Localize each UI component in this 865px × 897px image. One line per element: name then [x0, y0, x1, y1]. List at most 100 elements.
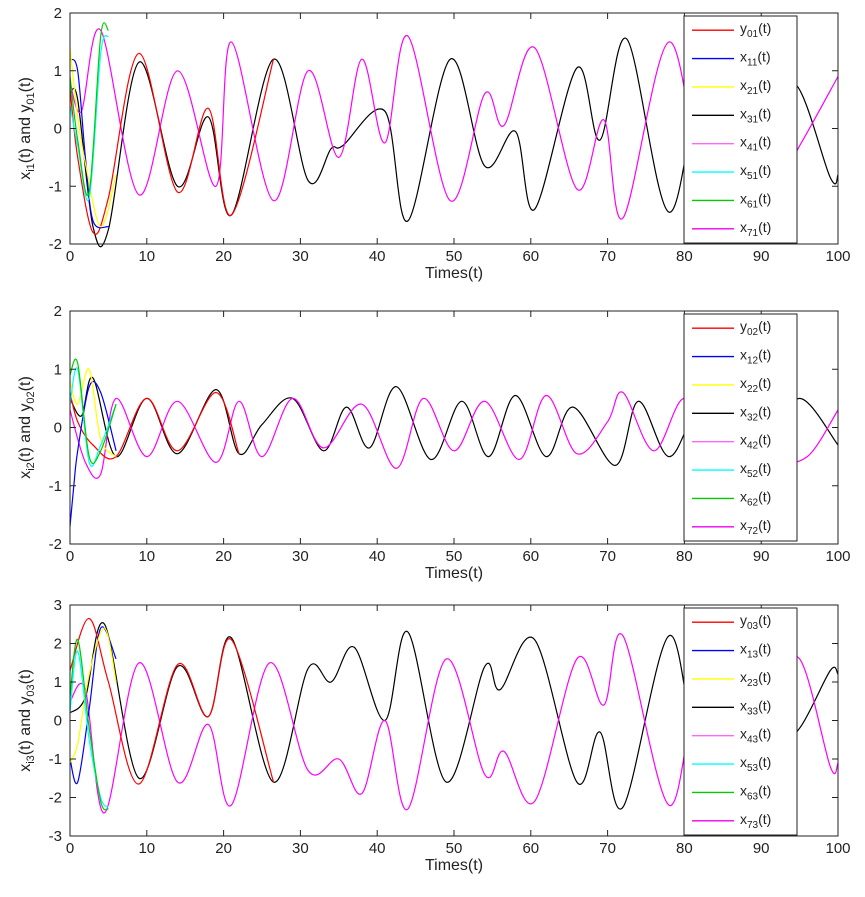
legend-entry: x62(t): [740, 488, 771, 508]
y-tick-label: -2: [49, 236, 62, 253]
x-tick-label: 100: [825, 248, 850, 265]
legend: y03(t) x13(t) x23(t) x33(t) x43(t) x53(t) x63(…: [683, 607, 798, 836]
series-line-7: [69, 638, 109, 811]
y-axis-label: xi3(t) and y03(t): [17, 669, 37, 772]
y-axis-label: xi2(t) and y02(t): [17, 376, 37, 479]
legend-entry: x41(t): [740, 134, 771, 154]
series-line-6: [69, 35, 109, 202]
legend-entry: x21(t): [740, 77, 771, 97]
legend-entry: x33(t): [740, 697, 771, 717]
legend-entry: y02(t): [740, 318, 771, 338]
series-line-5: [69, 368, 117, 458]
series-line-5: [69, 47, 117, 228]
series-line-7: [69, 22, 109, 196]
x-tick-label: 50: [446, 840, 463, 857]
legend-entry: x43(t): [740, 726, 771, 746]
x-tick-label: 60: [522, 248, 539, 265]
y-tick-label: 1: [54, 361, 62, 378]
legend-entry: x31(t): [740, 105, 771, 125]
series-line-4: [69, 380, 117, 527]
x-tick-label: 90: [753, 548, 770, 565]
x-tick-label: 70: [599, 840, 616, 857]
x-axis-label: Times(t): [425, 265, 483, 282]
legend-entry: x13(t): [740, 641, 771, 661]
x-tick-label: 50: [446, 248, 463, 265]
legend: y02(t) x12(t) x22(t) x32(t) x42(t) x52(t) x62(…: [683, 313, 798, 542]
series-line-6: [69, 650, 109, 808]
x-tick-label: 80: [676, 840, 693, 857]
series-line-3: [69, 52, 275, 235]
x-tick-label: 10: [138, 840, 155, 857]
y-tick-label: -1: [49, 178, 62, 195]
series-line-5: [69, 627, 117, 764]
legend-entry: x12(t): [740, 347, 771, 367]
x-tick-label: 30: [292, 248, 309, 265]
legend-entry: x73(t): [740, 811, 771, 831]
legend-entry: y03(t): [740, 612, 771, 632]
y-tick-label: -1: [49, 751, 62, 768]
x-tick-label: 70: [599, 248, 616, 265]
chart-panel-2: 0 10 20 30 40 50 60 70 80 90 100 -2 -1 0 1 2 Times(t) xi2…: [17, 303, 851, 582]
x-tick-label: 50: [446, 548, 463, 565]
y-tick-label: 2: [54, 303, 62, 320]
x-tick-label: 40: [369, 248, 386, 265]
series-line-6: [69, 367, 117, 468]
legend-entry: x23(t): [740, 669, 771, 689]
x-tick-label: 0: [66, 248, 74, 265]
x-tick-label: 80: [676, 548, 693, 565]
legend-entry: y01(t): [740, 20, 771, 40]
x-tick-label: 100: [825, 548, 850, 565]
legend-entry: x71(t): [740, 219, 771, 239]
chart-panel-1: 0 10 20 30 40 50 60 70 80 90 100 -2 -1 0 1 2 Times(t) xi1…: [17, 5, 851, 282]
y-tick-label: -2: [49, 536, 62, 553]
series-line-4: [69, 58, 109, 229]
legend-box: [683, 15, 798, 244]
legend-entry: x22(t): [740, 375, 771, 395]
x-tick-label: 80: [676, 248, 693, 265]
x-tick-label: 40: [369, 548, 386, 565]
y-tick-label: 0: [54, 420, 62, 437]
x-tick-label: 60: [522, 548, 539, 565]
x-tick-label: 60: [522, 840, 539, 857]
legend-entry: x52(t): [740, 460, 771, 480]
x-tick-label: 0: [66, 840, 74, 857]
y-tick-label: 3: [54, 597, 62, 614]
y-tick-label: 0: [54, 121, 62, 138]
legend-box: [683, 313, 798, 542]
x-axis-label: Times(t): [425, 857, 483, 874]
legend-entry: x32(t): [740, 403, 771, 423]
x-tick-label: 70: [599, 548, 616, 565]
x-tick-label: 30: [292, 548, 309, 565]
x-tick-label: 90: [753, 840, 770, 857]
y-tick-label: 0: [54, 713, 62, 730]
x-tick-label: 90: [753, 248, 770, 265]
legend-entry: x51(t): [740, 162, 771, 182]
x-tick-label: 20: [215, 548, 232, 565]
series-line-1: [69, 376, 839, 467]
y-tick-label: 2: [54, 636, 62, 653]
x-tick-label: 40: [369, 840, 386, 857]
legend-entry: x11(t): [740, 49, 771, 69]
legend-entry: x63(t): [740, 782, 771, 802]
x-tick-label: 0: [66, 548, 74, 565]
x-tick-label: 30: [292, 840, 309, 857]
legend: y01(t) x11(t) x21(t) x31(t) x41(t) x51(t) x61(…: [683, 15, 798, 244]
y-tick-label: 1: [54, 674, 62, 691]
y-axis-label: xi1(t) and y01(t): [17, 77, 37, 180]
y-tick-label: -1: [49, 478, 62, 495]
x-axis-label: Times(t): [425, 565, 483, 582]
x-tick-label: 20: [215, 248, 232, 265]
x-tick-label: 100: [825, 840, 850, 857]
chart-panel-3: 0 10 20 30 40 50 60 70 80 90 100 -3 -2 -1 0 1 2 3 Times(t)…: [17, 597, 851, 874]
series-line-3: [69, 391, 240, 460]
legend-entry: x61(t): [740, 190, 771, 210]
x-tick-label: 10: [138, 248, 155, 265]
x-tick-label: 20: [215, 840, 232, 857]
y-tick-label: 1: [54, 63, 62, 80]
legend-entry: x42(t): [740, 432, 771, 452]
series-line-3: [69, 617, 275, 785]
legend-entry: x72(t): [740, 517, 771, 537]
legend-box: [683, 607, 798, 836]
y-tick-label: -2: [49, 790, 62, 807]
legend-entry: x53(t): [740, 754, 771, 774]
